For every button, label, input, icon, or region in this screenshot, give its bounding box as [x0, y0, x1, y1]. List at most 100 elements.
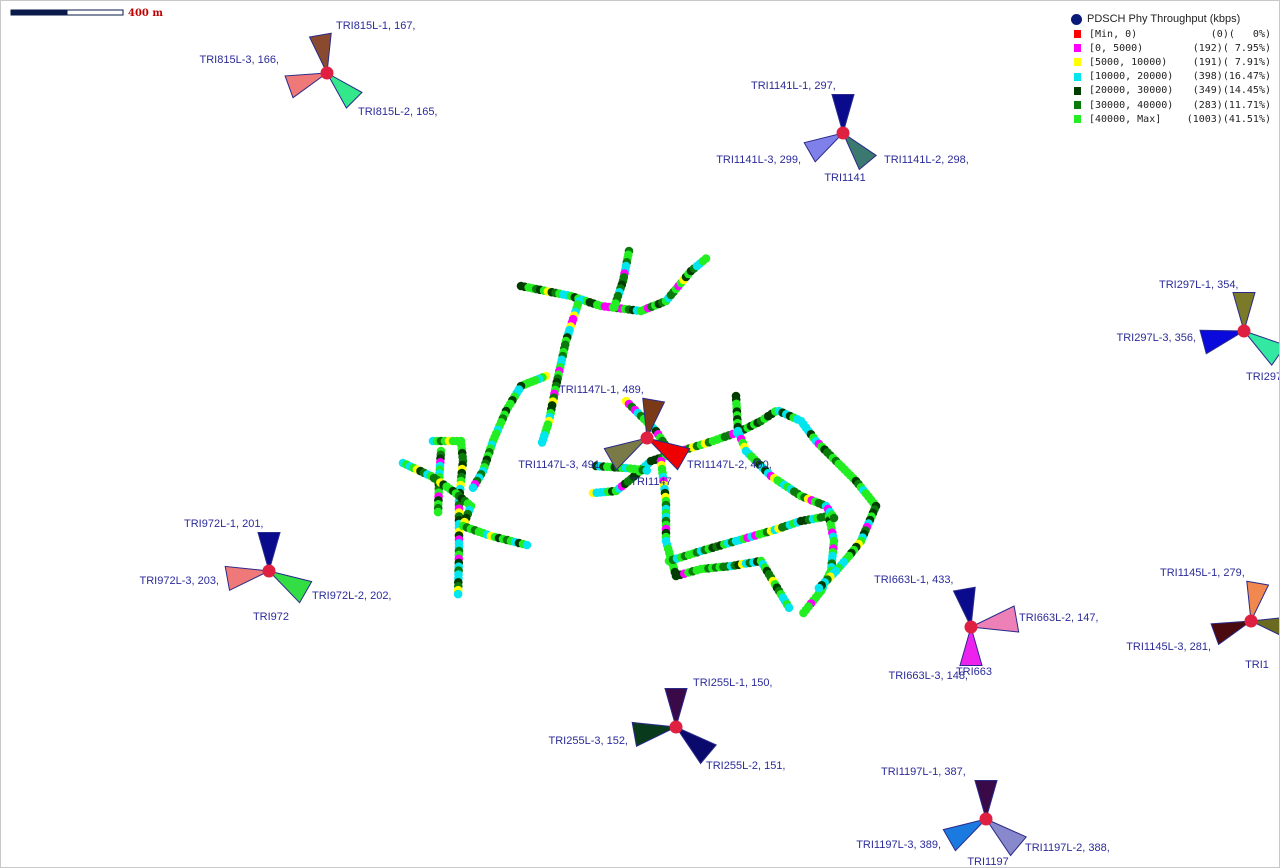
sector-antenna[interactable]	[841, 131, 878, 171]
sector-antenna[interactable]	[959, 625, 983, 666]
sector-antenna[interactable]	[952, 586, 976, 629]
legend-swatch	[1074, 101, 1081, 110]
sector-label: TRI663L-3, 148,	[889, 670, 969, 682]
legend: PDSCH Phy Throughput (kbps) [Min, 0) (0)(…	[1071, 13, 1271, 126]
site-marker[interactable]	[1237, 324, 1251, 338]
sector-antenna[interactable]	[603, 437, 649, 471]
cell-site[interactable]: TRI1147L-1, 489, TRI1147L-2, 490, TRI1147L…	[518, 384, 772, 488]
sector-label: TRI663L-1, 433,	[874, 574, 954, 586]
cell-site[interactable]: TRI1145L-1, 279, TRI1145L-3, 281, TRI1	[1126, 567, 1279, 671]
site-marker[interactable]	[979, 812, 993, 826]
site-name-label: TRI1	[1245, 659, 1269, 671]
sector-antenna[interactable]	[984, 817, 1028, 857]
sector-antenna[interactable]	[1232, 292, 1256, 333]
sector-antenna[interactable]	[974, 780, 998, 821]
sector-label: TRI972L-2, 202,	[312, 590, 392, 602]
sample-point	[433, 507, 443, 517]
site-name-label: TRI1147	[630, 476, 671, 488]
sample-point	[814, 583, 824, 593]
sector-label: TRI1145L-1, 279,	[1160, 567, 1245, 579]
sector-label: TRI972L-1, 201,	[184, 518, 264, 530]
sector-antenna[interactable]	[325, 71, 363, 109]
legend-swatch	[1074, 44, 1081, 53]
sector-label: TRI815L-2, 165,	[358, 106, 438, 118]
sector-antenna[interactable]	[674, 725, 718, 765]
sector-label: TRI1147L-3, 491,	[518, 459, 603, 471]
cell-site[interactable]: TRI663L-1, 433, TRI663L-2, 147, TRI663L-3,…	[874, 574, 1099, 682]
sector-antenna[interactable]	[284, 72, 329, 99]
site-marker[interactable]	[1244, 614, 1258, 628]
sector-label: TRI1141L-2, 298,	[884, 154, 969, 166]
sector-label: TRI297	[1246, 371, 1279, 383]
sector-label: TRI1141L-1, 297,	[751, 80, 836, 92]
sample-point	[468, 483, 478, 493]
sector-antenna[interactable]	[257, 532, 281, 573]
sector-label: TRI297L-1, 354,	[1159, 279, 1239, 291]
site-name-label: TRI1197	[967, 856, 1008, 867]
site-marker[interactable]	[262, 564, 276, 578]
cell-site[interactable]: TRI815L-1, 167, TRI815L-2, 165, TRI815L-3,…	[200, 20, 438, 118]
sample-point	[642, 466, 652, 475]
sector-label: TRI1197L-1, 387,	[881, 766, 966, 778]
sample-point	[522, 540, 532, 550]
site-marker[interactable]	[320, 66, 334, 80]
sector-antenna[interactable]	[631, 721, 678, 748]
sector-antenna[interactable]	[969, 605, 1020, 633]
legend-swatch	[1074, 58, 1081, 67]
legend-item: [0, 5000) (192)( 7.95%)	[1071, 41, 1271, 55]
sector-label: TRI815L-1, 167,	[336, 20, 416, 32]
sector-antenna[interactable]	[267, 570, 313, 604]
cell-site[interactable]: TRI255L-1, 150, TRI255L-2, 151, TRI255L-3,…	[549, 677, 786, 772]
legend-title-icon	[1071, 13, 1082, 25]
sample-point	[829, 513, 839, 523]
sector-antenna[interactable]	[803, 132, 845, 163]
sector-label: TRI972L-3, 203,	[140, 575, 220, 587]
sector-label: TRI255L-3, 152,	[549, 735, 629, 747]
sector-label: TRI1147L-1, 489,	[559, 384, 644, 396]
sector-label: TRI1197L-3, 389,	[856, 839, 941, 851]
legend-swatch	[1074, 115, 1081, 124]
legend-item: [Min, 0) (0)( 0%)	[1071, 27, 1271, 41]
sector-label: TRI1145L-3, 281,	[1126, 641, 1211, 653]
cell-site[interactable]: TRI972L-1, 201, TRI972L-2, 202, TRI972L-3,…	[140, 518, 392, 623]
sector-antenna[interactable]	[831, 94, 855, 135]
site-marker[interactable]	[836, 126, 850, 140]
sector-antenna[interactable]	[645, 437, 691, 471]
site-marker[interactable]	[669, 720, 683, 734]
legend-swatch	[1074, 86, 1081, 95]
legend-item: [30000, 40000) (283) (11.71%)	[1071, 98, 1271, 112]
scale-bar-label: 400 m	[128, 8, 163, 19]
sector-label: TRI1197L-2, 388,	[1025, 842, 1110, 854]
sector-antenna[interactable]	[1199, 329, 1246, 355]
sample-point	[701, 254, 711, 263]
sector-antenna[interactable]	[1210, 620, 1253, 646]
sector-antenna[interactable]	[1249, 617, 1279, 639]
cell-site[interactable]: TRI297L-1, 354, TRI297 TRI297L-3, 356,	[1117, 279, 1280, 383]
sample-point	[784, 603, 794, 612]
sector-antenna[interactable]	[1246, 580, 1270, 623]
sector-antenna[interactable]	[642, 397, 666, 440]
site-name-label: TRI1141	[824, 172, 865, 184]
site-name-label: TRI663	[956, 666, 992, 678]
site-marker[interactable]	[964, 620, 978, 634]
sector-label: TRI297L-3, 356,	[1117, 332, 1197, 344]
sector-antenna[interactable]	[1242, 329, 1279, 367]
drive-test-routes	[398, 246, 881, 618]
sector-label: TRI1147L-2, 490,	[687, 459, 772, 471]
sector-antenna[interactable]	[664, 688, 688, 729]
legend-swatch	[1074, 72, 1081, 81]
sample-point	[799, 608, 808, 618]
legend-item: [40000, Max] (1003) (41.51%)	[1071, 112, 1271, 126]
sector-antenna[interactable]	[942, 818, 988, 852]
site-marker[interactable]	[640, 431, 654, 445]
cell-site[interactable]: TRI1141L-1, 297, TRI1141L-2, 298, TRI1141L…	[716, 80, 969, 184]
sample-point	[453, 589, 463, 599]
sector-label: TRI1141L-3, 299,	[716, 154, 801, 166]
sector-antenna[interactable]	[308, 32, 332, 75]
sector-antenna[interactable]	[224, 565, 271, 592]
cell-site[interactable]: TRI1197L-1, 387, TRI1197L-2, 388, TRI1197L…	[856, 766, 1110, 867]
site-name-label: TRI972	[253, 611, 289, 623]
sample-point	[610, 303, 619, 312]
